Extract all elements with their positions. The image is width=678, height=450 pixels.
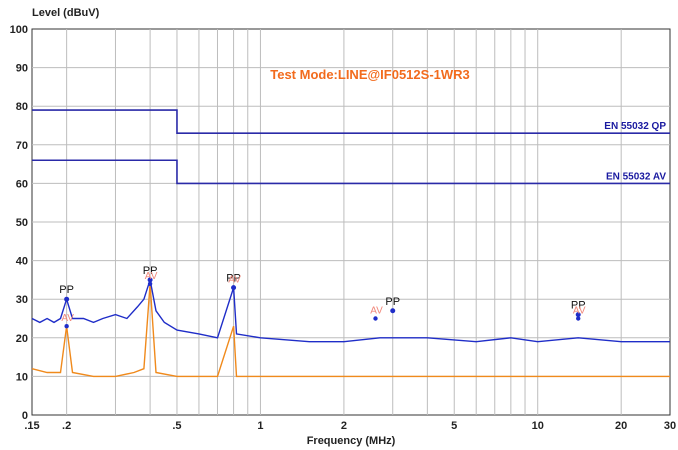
peak-marker xyxy=(575,312,581,318)
peak-marker-label: PP xyxy=(143,265,158,277)
average-marker xyxy=(231,285,236,290)
y-tick-label: 70 xyxy=(16,140,28,152)
x-tick-labels: .15 .2 .5 1 2 5 10 20 30 xyxy=(24,420,676,432)
y-tick-label: 0 xyxy=(22,410,28,422)
x-tick-label: 1 xyxy=(257,420,263,432)
y-tick-label: 20 xyxy=(16,333,28,345)
x-tick-label: 5 xyxy=(451,420,457,432)
y-tick-label: 50 xyxy=(16,217,28,229)
average-marker-label: AV xyxy=(370,306,383,317)
average-marker xyxy=(64,324,69,329)
x-tick-label: 2 xyxy=(341,420,347,432)
x-axis-label: Frequency (MHz) xyxy=(307,435,396,447)
y-axis-label: Level (dBuV) xyxy=(32,7,100,19)
x-tick-label: 20 xyxy=(615,420,627,432)
peak-marker-label: PP xyxy=(571,300,586,312)
x-tick-label: .2 xyxy=(62,420,71,432)
peak-marker-label: PP xyxy=(59,284,74,296)
y-tick-label: 40 xyxy=(16,256,28,268)
limit-line xyxy=(32,109,670,135)
average-marker-label: AV xyxy=(61,313,74,324)
chart-title: Test Mode:LINE@IF0512S-1WR3 xyxy=(270,67,470,82)
y-tick-label: 90 xyxy=(16,63,28,75)
peak-marker xyxy=(64,296,70,302)
y-tick-labels: 0 10 20 30 40 50 60 70 80 90 100 xyxy=(10,24,28,422)
series-group xyxy=(31,279,670,378)
peak-marker-label: PP xyxy=(226,273,241,285)
peak-marker xyxy=(147,277,153,283)
average-marker xyxy=(147,281,153,286)
x-tick-label: .5 xyxy=(172,420,181,432)
y-tick-label: 60 xyxy=(16,178,28,190)
average-marker xyxy=(373,316,378,321)
peak-marker-label: PP xyxy=(385,296,400,308)
limit-line-label: EN 55032 AV xyxy=(606,171,666,182)
limit-line xyxy=(32,159,670,185)
average-marker-label: AV xyxy=(228,275,241,286)
average-marker xyxy=(576,316,581,321)
limit-lines: EN 55032 QP EN 55032 AV xyxy=(32,109,670,185)
y-tick-label: 30 xyxy=(16,294,28,306)
average-marker-label: AV xyxy=(573,306,586,317)
average-marker-label: AV xyxy=(145,271,158,282)
y-tick-label: 80 xyxy=(16,101,28,113)
series-line xyxy=(31,283,670,378)
x-tick-label: 10 xyxy=(532,420,544,432)
limit-line-label: EN 55032 QP xyxy=(604,121,666,132)
y-tick-label: 10 xyxy=(16,371,28,383)
x-tick-label: .15 xyxy=(24,420,39,432)
series-line xyxy=(31,279,670,343)
y-tick-label: 100 xyxy=(10,24,28,36)
peak-marker xyxy=(390,308,396,314)
x-tick-label: 30 xyxy=(664,420,676,432)
